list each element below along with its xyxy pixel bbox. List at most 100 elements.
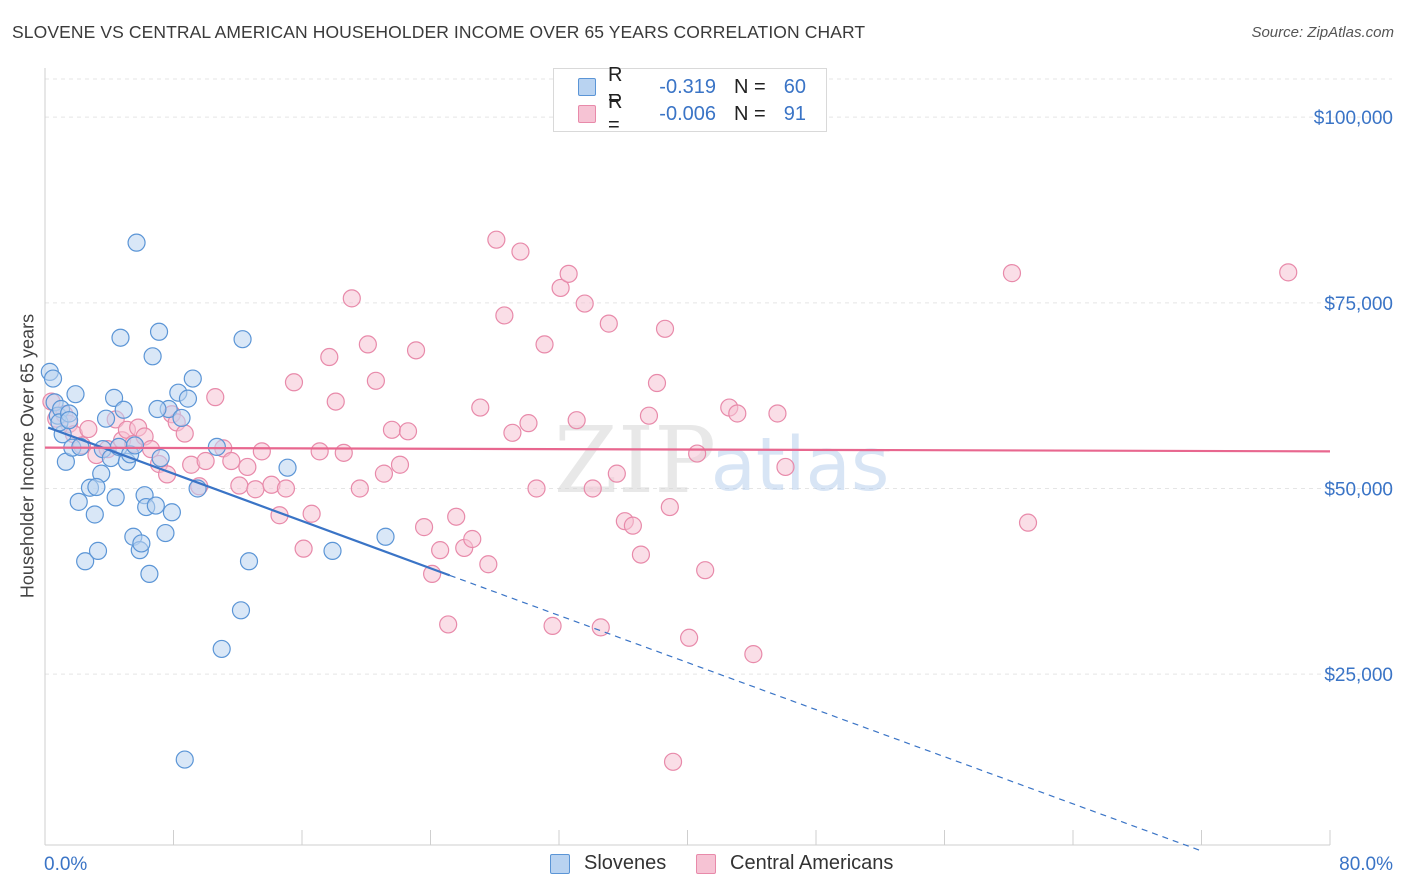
slovene-point xyxy=(151,448,170,468)
slovene-point xyxy=(376,527,395,546)
y-tick-label: $75,000 xyxy=(1324,294,1393,315)
central-american-point xyxy=(320,347,339,367)
central-american-point xyxy=(1002,264,1022,283)
central-american-point xyxy=(583,479,602,498)
central-americans-n-value: 91 xyxy=(783,102,806,125)
slovene-point xyxy=(132,534,151,553)
slovene-point xyxy=(212,639,231,659)
central-american-point xyxy=(623,516,642,535)
slovene-point xyxy=(114,400,133,419)
n-label: N = xyxy=(734,102,766,125)
legend-row-central-americans: R = -0.006 N = 91 xyxy=(578,91,806,136)
central-american-point xyxy=(559,264,578,283)
central-american-point xyxy=(688,444,707,463)
central-american-point xyxy=(543,616,562,635)
slovenes-trend-line xyxy=(47,426,451,577)
slovene-point xyxy=(323,541,342,560)
central-american-point xyxy=(647,373,667,393)
slovene-point xyxy=(59,411,79,430)
central-american-point xyxy=(374,464,394,483)
axes-layer xyxy=(44,68,1331,846)
legend-row-slovenes: R = -0.319 N = 60 xyxy=(578,64,806,109)
series-legend: Slovenes Central Americans xyxy=(0,852,1406,876)
central-american-point xyxy=(471,398,490,417)
central-american-point xyxy=(358,335,377,354)
central-american-point xyxy=(334,443,353,462)
slovenes-n-value: 60 xyxy=(783,75,806,98)
central-american-point xyxy=(390,455,410,474)
slovene-point xyxy=(149,322,169,341)
central-american-point xyxy=(398,422,418,441)
slovene-point xyxy=(172,408,191,428)
central-american-point xyxy=(479,555,498,574)
central-american-point xyxy=(487,230,506,249)
slovene-point xyxy=(156,523,175,543)
n-label: N = xyxy=(734,75,766,98)
central-american-point xyxy=(326,392,345,411)
central-american-point xyxy=(680,628,699,647)
central-american-point xyxy=(728,404,747,423)
central-american-point xyxy=(414,518,434,537)
central-american-point xyxy=(696,561,715,580)
y-axis-label: Householder Income Over 65 years xyxy=(17,313,38,599)
central-american-point xyxy=(230,476,249,495)
slovene-point xyxy=(85,505,104,524)
slovene-point xyxy=(146,496,165,515)
central-american-point xyxy=(511,242,530,261)
slovene-point xyxy=(125,436,145,455)
central-american-point xyxy=(252,442,271,461)
central-american-point xyxy=(431,541,450,560)
central-american-point xyxy=(503,423,522,442)
central-american-point xyxy=(439,615,458,634)
central-american-point xyxy=(663,752,683,771)
slovene-point xyxy=(231,601,251,620)
chart-source: Source: ZipAtlas.com xyxy=(1251,24,1394,41)
central-american-point xyxy=(294,539,313,558)
legend-item-slovenes[interactable]: Slovenes xyxy=(550,852,666,875)
slovene-point xyxy=(162,503,181,522)
central-american-point xyxy=(447,507,466,526)
central-american-point xyxy=(660,497,679,517)
slovenes-points xyxy=(40,233,395,769)
grid-layer xyxy=(45,78,1392,675)
central-american-point xyxy=(551,278,570,298)
slovenes-r-value: -0.319 xyxy=(659,75,716,98)
central-american-point xyxy=(591,618,610,637)
x-tick-label-min: 0.0% xyxy=(44,854,87,875)
slovene-point xyxy=(127,233,146,252)
slovene-point xyxy=(87,477,106,497)
central-americans-trend-line xyxy=(44,446,1331,453)
central-americans-r-value: -0.006 xyxy=(659,102,716,125)
slovene-point xyxy=(69,492,88,511)
central-american-point xyxy=(196,451,215,471)
slovene-point xyxy=(76,552,95,571)
central-american-point xyxy=(631,545,651,564)
slovene-point xyxy=(183,369,202,388)
central-american-point xyxy=(495,306,514,325)
trend-lines xyxy=(44,426,1331,852)
central-american-point xyxy=(519,414,538,433)
slovenes-swatch xyxy=(578,78,596,96)
central-american-point xyxy=(776,457,795,477)
slovene-point xyxy=(278,458,297,477)
slovene-point xyxy=(143,347,162,366)
central-american-point xyxy=(366,371,385,390)
central-american-point xyxy=(599,314,618,333)
slovene-point xyxy=(175,750,194,769)
slovene-point xyxy=(111,328,130,347)
central-americans-points xyxy=(42,230,1298,771)
central-american-point xyxy=(175,424,194,443)
r-label: R = xyxy=(608,91,623,136)
central-american-point xyxy=(527,479,546,498)
central-american-point xyxy=(276,479,296,498)
tick-labels: $25,000 $50,000 $75,000 $100,000 0.0% 80.0% xyxy=(44,108,1393,875)
y-tick-label: $100,000 xyxy=(1314,108,1393,129)
y-tick-label: $50,000 xyxy=(1324,479,1393,500)
stats-legend: R = -0.319 N = 60 R = -0.006 N = 91 xyxy=(553,64,827,136)
legend-item-central-americans[interactable]: Central Americans xyxy=(696,852,893,875)
slovene-point xyxy=(106,488,125,507)
central-american-point xyxy=(1018,513,1038,532)
slovenes-trend-extension xyxy=(449,574,1202,852)
central-american-point xyxy=(238,457,257,477)
